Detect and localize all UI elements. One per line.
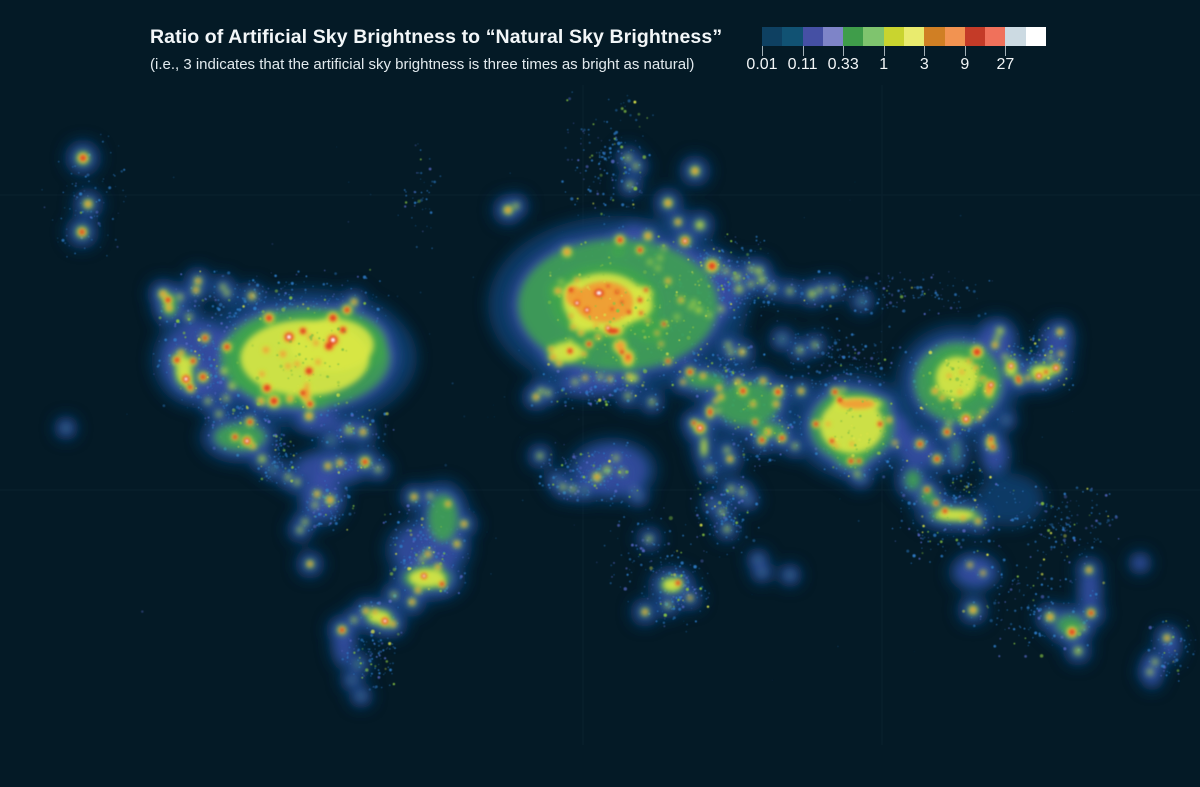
heat-layer-orange [78,154,1170,641]
legend-segment [944,27,965,46]
legend-tick [964,46,966,56]
legend-tick-label: 1 [879,56,889,73]
header: Ratio of Artificial Sky Brightness to “N… [150,26,722,73]
legend-segment [802,27,823,46]
page-title: Ratio of Artificial Sky Brightness to “N… [150,26,723,48]
speckle-layer-warm [79,99,1190,686]
legend-bar [762,27,1046,46]
legend-tick [762,46,763,56]
legend-segment [822,27,844,46]
legend-segment [964,27,986,46]
legend-segment [903,27,925,46]
page-subtitle: (i.e., 3 indicates that the artificial s… [150,56,695,73]
legend-tick-label: 0.33 [827,56,859,73]
legend-segment [863,27,884,46]
legend-tick-label: 9 [960,56,970,73]
legend-tick-label: 27 [996,56,1015,73]
legend-segment [883,27,904,46]
legend-tick [843,46,845,56]
color-scale-legend: 0.01 0.11 0.33 1 3 9 27 [0,0,1200,95]
legend-segment [843,27,864,46]
legend-segment [924,27,945,46]
legend-tick-label: 0.11 [787,56,818,73]
legend-tick-label: 3 [919,56,929,73]
heat-layer-white-core [184,239,1058,623]
legend-tick [883,46,885,56]
legend-tick [924,46,926,56]
legend-segment [762,27,783,46]
legend-segment [782,27,803,46]
legend-segment [1005,27,1026,46]
legend-tick [1005,46,1007,56]
legend-segment [985,27,1006,46]
legend-tick [802,46,804,56]
legend-tick-label: 0.01 [746,56,778,73]
heat-layer-red [79,155,1093,635]
legend-segment [1025,27,1046,46]
